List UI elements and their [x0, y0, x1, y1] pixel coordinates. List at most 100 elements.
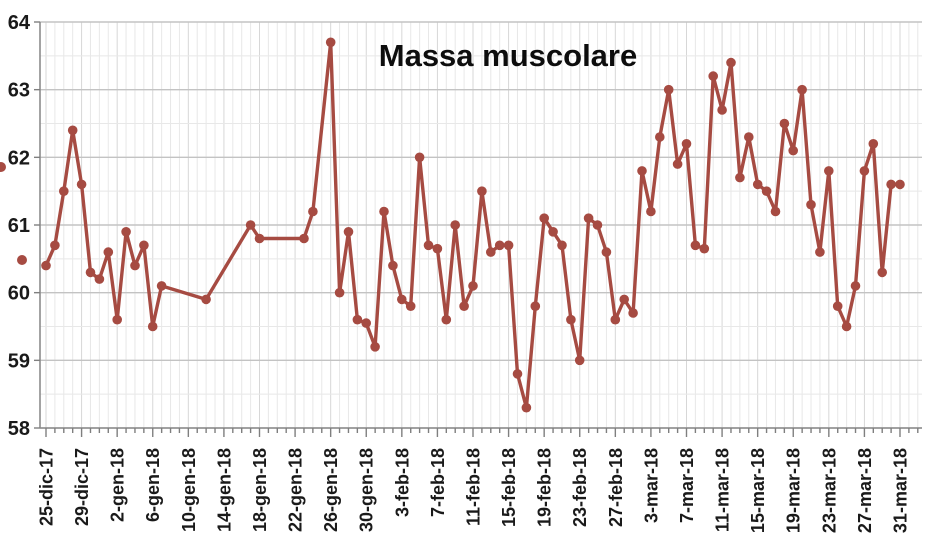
- data-point: [850, 281, 861, 291]
- data-point: [601, 247, 612, 257]
- y-axis-label: 59: [8, 350, 30, 372]
- data-point: [886, 179, 896, 190]
- data-point: [895, 179, 905, 190]
- data-point: [325, 37, 336, 48]
- data-point: [441, 314, 452, 325]
- data-point: [779, 118, 790, 129]
- data-point: [583, 213, 594, 223]
- x-axis-label: 3-feb-18: [392, 448, 412, 517]
- data-point: [59, 186, 69, 196]
- data-point: [797, 84, 807, 95]
- data-point: [592, 220, 603, 230]
- data-point: [370, 342, 380, 352]
- data-point: [521, 402, 532, 413]
- x-axis-label: 30-gen-18: [357, 448, 377, 532]
- y-axis-label: 60: [8, 283, 30, 305]
- data-point: [832, 301, 843, 312]
- data-point: [690, 240, 701, 251]
- data-point: [494, 240, 505, 251]
- x-axis-label: 7-feb-18: [428, 448, 448, 517]
- x-axis-label: 26-gen-18: [321, 448, 341, 532]
- data-point: [815, 247, 825, 257]
- data-point: [156, 281, 167, 291]
- data-point: [708, 71, 718, 81]
- data-point: [824, 166, 834, 176]
- data-point: [859, 166, 870, 176]
- data-point: [405, 301, 416, 312]
- data-point: [717, 105, 727, 115]
- data-point: [619, 294, 629, 305]
- x-axis-label: 15-mar-18: [748, 448, 768, 533]
- data-point: [423, 240, 434, 251]
- y-axis-label: 63: [8, 80, 30, 102]
- x-axis-label: 27-feb-18: [606, 448, 626, 527]
- data-point: [308, 206, 318, 217]
- x-axis-label: 11-feb-18: [463, 448, 483, 526]
- data-point: [379, 206, 389, 217]
- data-point: [450, 220, 461, 230]
- data-point: [655, 132, 665, 142]
- data-point: [139, 240, 149, 251]
- y-axis-label: 58: [8, 418, 30, 440]
- data-point: [41, 260, 51, 271]
- x-axis-label: 3-mar-18: [641, 448, 661, 523]
- data-point: [539, 213, 549, 223]
- data-point: [147, 321, 158, 332]
- x-axis-label: 23-feb-18: [570, 448, 590, 527]
- data-point: [112, 314, 122, 325]
- x-axis-label: 10-gen-18: [179, 448, 199, 532]
- x-axis-label: 27-mar-18: [855, 448, 875, 533]
- x-axis-label: 19-mar-18: [784, 448, 804, 533]
- x-axis-label: 31-mar-18: [890, 448, 910, 533]
- data-point: [877, 267, 887, 278]
- y-axis-label: 64: [8, 12, 31, 34]
- data-point: [557, 240, 567, 251]
- data-point: [752, 179, 763, 190]
- data-point: [130, 260, 140, 271]
- x-axis-label: 25-dic-17: [37, 448, 57, 526]
- data-point: [50, 240, 60, 251]
- data-point: [299, 233, 309, 244]
- data-point: [343, 227, 354, 237]
- series-line: [44, 40, 902, 410]
- data-point: [334, 287, 345, 298]
- x-axis-label: 6-gen-18: [143, 448, 163, 522]
- data-point: [672, 159, 683, 169]
- x-axis-label: 23-mar-18: [819, 448, 839, 533]
- data-point: [361, 318, 372, 328]
- data-point: [121, 227, 131, 237]
- data-point: [735, 172, 745, 183]
- data-point: [85, 267, 96, 278]
- data-point: [67, 125, 78, 136]
- data-point: [770, 206, 781, 217]
- x-axis-label: 15-feb-18: [499, 448, 519, 527]
- data-point: [610, 314, 621, 325]
- data-point: [788, 145, 798, 156]
- x-axis-label: 18-gen-18: [250, 448, 270, 532]
- data-point: [566, 314, 576, 325]
- clipped-marker-fragment: [0, 162, 6, 172]
- data-point: [352, 314, 363, 325]
- x-axis-label: 14-gen-18: [214, 448, 234, 532]
- x-axis-label: 7-mar-18: [677, 448, 697, 523]
- data-point: [477, 186, 487, 196]
- data-point: [254, 233, 265, 244]
- data-point: [486, 247, 496, 257]
- data-point: [574, 355, 585, 366]
- data-point: [512, 369, 523, 379]
- y-axis-label: 62: [8, 147, 30, 169]
- data-point: [459, 301, 469, 312]
- data-point: [548, 227, 558, 237]
- data-point: [868, 139, 879, 149]
- x-axis-label: 29-dic-17: [72, 448, 92, 526]
- data-point: [628, 308, 638, 318]
- data-point: [637, 166, 647, 176]
- data-point: [103, 247, 114, 257]
- data-point: [414, 152, 425, 163]
- data-point: [76, 179, 87, 190]
- data-point: [699, 243, 710, 254]
- data-point: [806, 199, 816, 210]
- x-axis-label: 22-gen-18: [286, 448, 306, 532]
